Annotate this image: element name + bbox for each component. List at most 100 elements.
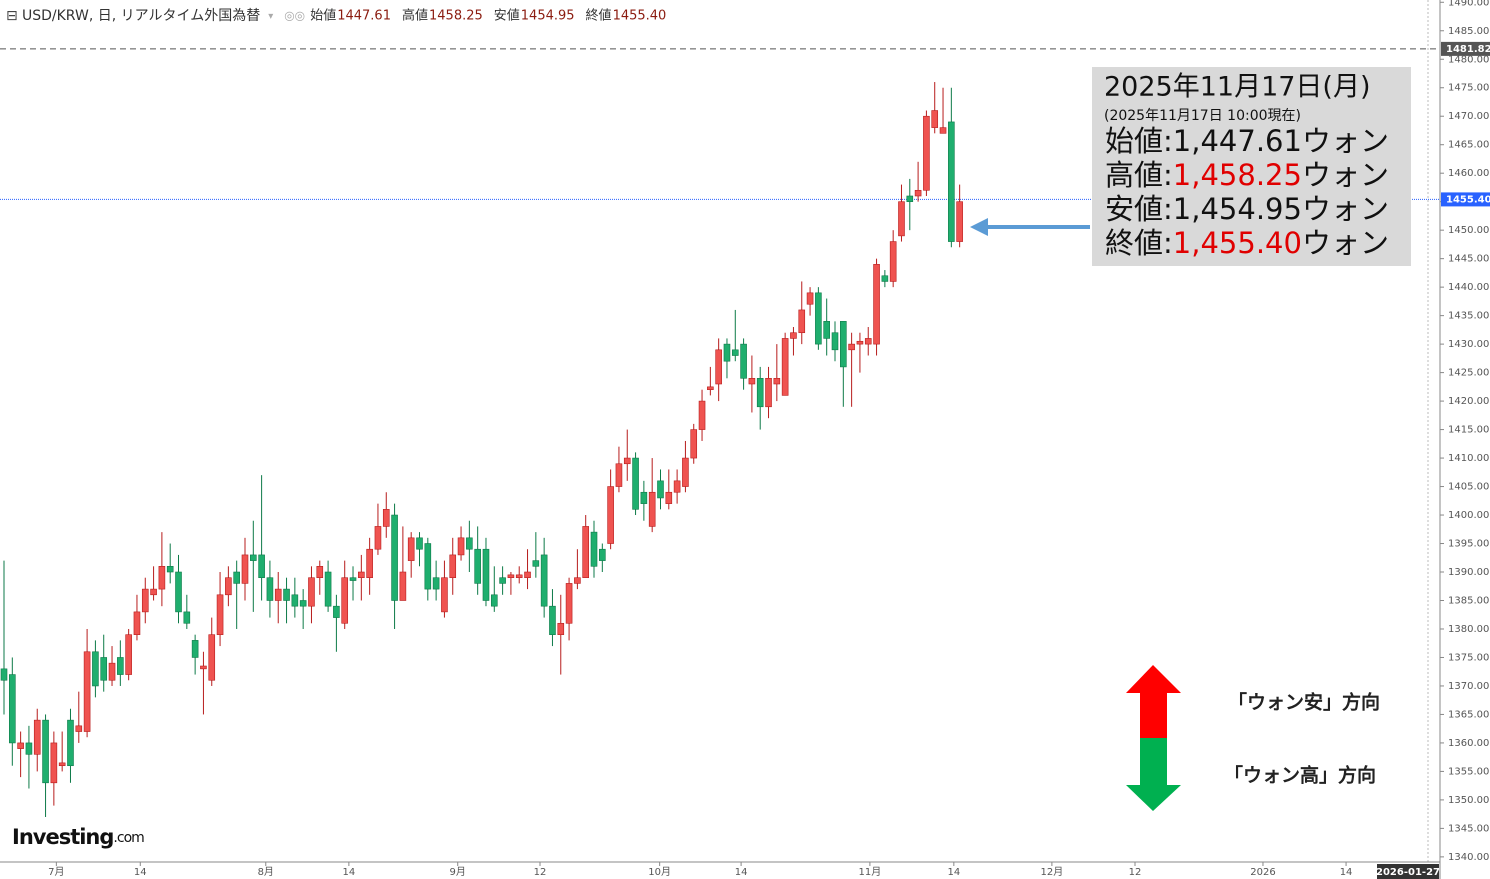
y-tick-label: 1360.00	[1448, 738, 1489, 749]
y-tick-label: 1400.00	[1448, 510, 1489, 521]
candle-body	[100, 657, 108, 681]
row-value: 1,455.40	[1173, 226, 1302, 260]
row-unit: ウォン	[1302, 158, 1389, 192]
candle-body	[823, 321, 830, 339]
candle-body	[856, 340, 864, 345]
candle-body	[748, 378, 756, 385]
candle-body	[731, 349, 739, 356]
candle-body	[831, 332, 839, 351]
candle-body	[341, 577, 349, 624]
candle-body	[923, 115, 930, 191]
x-tick-label: 12	[1129, 867, 1142, 878]
candle-body	[0, 668, 8, 681]
candle-body	[615, 463, 623, 487]
candle-body	[349, 577, 357, 581]
candle-body	[499, 577, 506, 584]
annotation-row: 高値:1,458.25ウォン	[1105, 158, 1389, 192]
candle-body	[67, 719, 74, 767]
x-tick-label: 12月	[1041, 866, 1064, 878]
quote-label: 安値	[494, 8, 520, 24]
candle-body	[515, 574, 523, 579]
candle-body	[241, 554, 249, 584]
candle-body	[540, 554, 548, 607]
candle-body	[333, 605, 340, 618]
candle-body	[956, 201, 963, 242]
x-tick-label: 2026	[1250, 867, 1275, 878]
candle-body	[117, 657, 124, 675]
quote-label: 高値	[402, 8, 428, 24]
annotation-row: 始値:1,447.61ウォン	[1105, 124, 1389, 158]
candle-body	[50, 742, 58, 784]
y-tick-label: 1450.00	[1448, 225, 1489, 236]
candle-body	[765, 378, 772, 408]
y-tick-label: 1435.00	[1448, 311, 1489, 322]
candle-body	[582, 526, 590, 579]
candle-body	[549, 605, 556, 635]
candle-body	[532, 560, 540, 567]
y-tick-label: 1470.00	[1448, 111, 1489, 122]
candle-body	[299, 600, 307, 607]
y-tick-label: 1445.00	[1448, 254, 1489, 265]
annotation-row: 終値:1,455.40ウォン	[1105, 226, 1389, 260]
price-line-label: 1455.40	[1446, 194, 1490, 205]
collapse-icon[interactable]: ⊟	[6, 8, 18, 24]
candle-body	[391, 514, 398, 601]
x-tick-label: 12	[534, 867, 547, 878]
candle-body	[166, 566, 174, 573]
row-value: 1,454.95	[1173, 192, 1302, 226]
candle-body	[948, 121, 955, 242]
high-line-box	[1441, 41, 1490, 56]
y-tick-label: 1425.00	[1448, 368, 1489, 379]
x-tick-label: 7月	[48, 866, 64, 878]
candle-body	[873, 264, 880, 345]
candle-body	[416, 537, 423, 550]
candle-body	[133, 611, 141, 635]
candle-body	[756, 378, 764, 408]
x-tick-label: 14	[342, 867, 355, 878]
row-label: 高値	[1105, 158, 1163, 192]
y-tick-label: 1485.00	[1448, 26, 1489, 37]
down-arrow	[1126, 738, 1181, 811]
candle-body	[482, 548, 490, 601]
x-tick-label: 14	[735, 867, 748, 878]
y-tick-label: 1390.00	[1448, 567, 1489, 578]
candle-body	[258, 554, 265, 579]
candle-body	[599, 548, 606, 561]
x-tick-label: 8月	[258, 866, 274, 878]
candle-body	[665, 491, 673, 504]
y-tick-label: 1345.00	[1448, 823, 1489, 834]
quote-value: 1447.61	[337, 9, 391, 24]
up-label: 「ウォン安」方向	[1228, 691, 1380, 714]
y-tick-label: 1460.00	[1448, 168, 1489, 179]
candle-body	[407, 537, 415, 561]
y-tick-label: 1420.00	[1448, 396, 1489, 407]
candle-body	[83, 651, 91, 732]
candle-body	[898, 201, 905, 237]
candle-body	[266, 577, 274, 601]
candle-body	[449, 554, 457, 579]
quote-value: 1455.40	[613, 9, 667, 24]
candle-body	[150, 588, 157, 596]
quote-label: 終値	[586, 8, 612, 24]
candle-body	[9, 674, 16, 744]
candle-body	[324, 571, 332, 607]
y-tick-label: 1395.00	[1448, 539, 1489, 550]
logo: Investing.com	[12, 825, 144, 849]
row-unit: ウォン	[1302, 226, 1389, 260]
price-line-box	[1441, 192, 1490, 207]
settings-icon[interactable]: ◎◎	[284, 9, 305, 23]
candle-body	[707, 386, 714, 390]
candle-body	[25, 742, 33, 755]
candle-body	[175, 571, 182, 613]
candle-body	[657, 480, 664, 499]
dropdown-icon: ▾	[268, 11, 273, 22]
candle-body	[640, 491, 648, 504]
candle-body	[840, 321, 847, 368]
candle-body	[250, 554, 257, 561]
candle-body	[524, 571, 531, 579]
y-tick-label: 1480.00	[1448, 54, 1489, 65]
down-label: 「ウォン高」方向	[1224, 764, 1376, 787]
candle-body	[715, 349, 722, 385]
